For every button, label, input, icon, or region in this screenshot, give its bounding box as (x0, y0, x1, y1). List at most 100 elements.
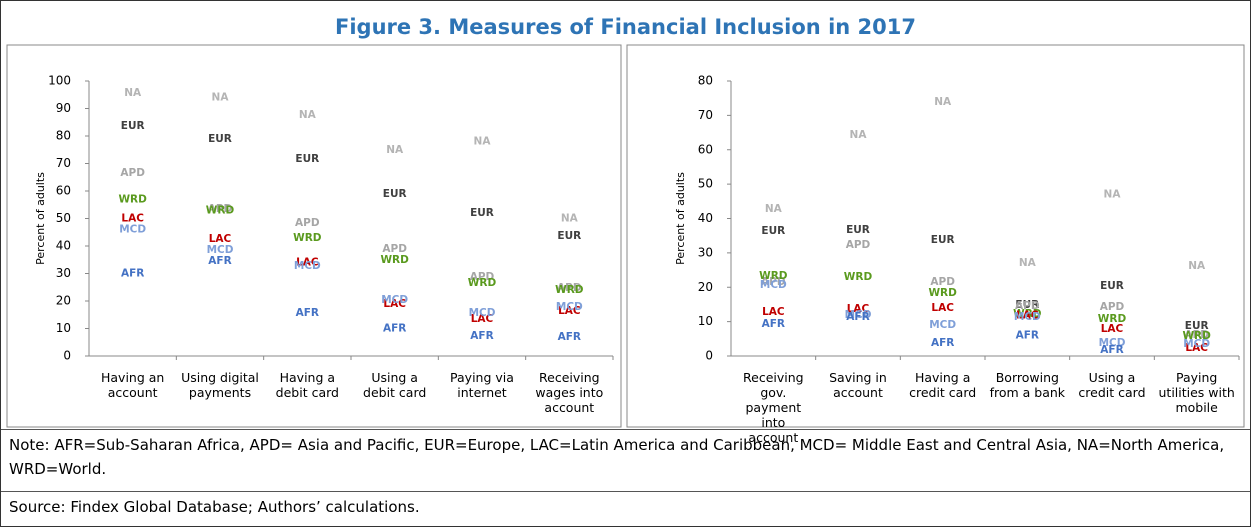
point-label: MCD (1099, 337, 1126, 349)
x-tick-label: Saving in account (829, 370, 887, 400)
point-label: LAC (471, 313, 494, 325)
point-label: APD (1184, 329, 1209, 341)
chart-frame (6, 44, 622, 428)
point-label: NA (124, 87, 142, 99)
point-label: NA (1104, 188, 1122, 200)
y-tick-label: 80 (698, 74, 713, 88)
point-label: AFR (1016, 329, 1039, 341)
point-label: APD (557, 282, 582, 294)
y-tick-label: 70 (56, 156, 71, 170)
note: Note: AFR=Sub-Saharan Africa, APD= Asia … (9, 436, 1225, 478)
x-tick-label: Receiving gov. payment into account (743, 370, 804, 445)
point-label: NA (474, 136, 492, 148)
point-label: MCD (1183, 338, 1210, 350)
y-tick-label: 0 (63, 349, 71, 363)
point-label: NA (765, 203, 783, 215)
point-label: NA (850, 129, 868, 141)
x-tick-label: Using digital payments (181, 370, 259, 400)
y-tick-label: 10 (698, 314, 713, 328)
point-label: NA (299, 109, 317, 121)
point-label: APD (295, 217, 320, 229)
point-label: EUR (931, 234, 955, 246)
point-label: APD (208, 203, 233, 215)
y-tick-label: 60 (698, 142, 713, 156)
point-label: APD (470, 271, 495, 283)
point-label: APD (1015, 300, 1040, 312)
point-label: WRD (206, 204, 235, 216)
point-label: AFR (121, 268, 144, 280)
y-tick-label: 10 (56, 321, 71, 335)
point-label: APD (1100, 301, 1125, 313)
source: Source: Findex Global Database; Authors’… (9, 498, 420, 516)
point-label: NA (1019, 257, 1037, 269)
point-label: WRD (380, 254, 409, 266)
point-label: WRD (1013, 308, 1042, 320)
chart-frame (626, 44, 1245, 428)
point-label: LAC (1185, 342, 1208, 354)
y-tick-label: 60 (56, 184, 71, 198)
point-label: EUR (557, 230, 581, 242)
y-tick-label: 40 (698, 211, 713, 225)
point-label: WRD (118, 193, 147, 205)
y-tick-label: 0 (705, 349, 713, 363)
y-tick-label: 70 (698, 108, 713, 122)
point-label: LAC (762, 306, 785, 318)
point-label: EUR (295, 153, 319, 165)
point-label: LAC (931, 302, 954, 314)
point-label: LAC (1101, 323, 1124, 335)
x-tick-label: Having a credit card (909, 370, 977, 400)
point-label: LAC (121, 213, 144, 225)
point-label: MCD (381, 294, 408, 306)
point-label: NA (561, 213, 579, 225)
y-tick-label: 90 (56, 101, 71, 115)
point-label: EUR (761, 225, 785, 237)
y-axis-label: Percent of adults (34, 172, 47, 265)
y-tick-label: 20 (56, 294, 71, 308)
x-tick-label: Having a debit card (275, 370, 339, 400)
point-label: MCD (556, 301, 583, 313)
point-label: WRD (555, 284, 584, 296)
point-label: APD (930, 276, 955, 288)
point-label: LAC (296, 257, 319, 269)
divider (1, 429, 1250, 430)
point-label: MCD (469, 307, 496, 319)
y-tick-label: 50 (698, 177, 713, 191)
y-tick-label: 20 (698, 280, 713, 294)
y-axis-label: Percent of adults (674, 172, 687, 265)
point-label: LAC (847, 303, 870, 315)
point-label: MCD (119, 224, 146, 236)
point-label: MCD (929, 319, 956, 331)
point-label: EUR (846, 224, 870, 236)
y-tick-label: 30 (56, 266, 71, 280)
point-label: LAC (558, 305, 581, 317)
point-label: APD (120, 167, 145, 179)
point-label: MCD (294, 260, 321, 272)
x-tick-label: Paying utilities with mobile (1158, 370, 1235, 415)
point-label: AFR (296, 307, 319, 319)
y-tick-label: 30 (698, 245, 713, 259)
point-label: WRD (1098, 313, 1127, 325)
point-label: LAC (1016, 309, 1039, 321)
point-label: WRD (844, 271, 873, 283)
point-label: MCD (845, 309, 872, 321)
point-label: AFR (208, 255, 231, 267)
x-tick-label: Using a credit card (1078, 370, 1146, 400)
x-tick-label: Having an account (100, 370, 165, 400)
point-label: AFR (931, 337, 954, 349)
x-tick-label: Receiving wages into account (535, 370, 604, 415)
point-label: AFR (470, 330, 493, 342)
point-label: NA (386, 144, 404, 156)
point-label: EUR (383, 188, 407, 200)
y-tick-label: 100 (48, 74, 71, 88)
point-label: APD (846, 239, 871, 251)
point-label: AFR (762, 318, 785, 330)
point-label: NA (1188, 260, 1206, 272)
figure-title: Figure 3. Measures of Financial Inclusio… (335, 15, 916, 39)
point-label: NA (934, 96, 952, 108)
point-label: MCD (207, 244, 234, 256)
charts: Percent of adults0102030405060708090100N… (6, 44, 1245, 428)
point-label: AFR (383, 323, 406, 335)
x-tick-label: Borrowing from a bank (989, 370, 1066, 400)
point-label: APD (382, 243, 407, 255)
